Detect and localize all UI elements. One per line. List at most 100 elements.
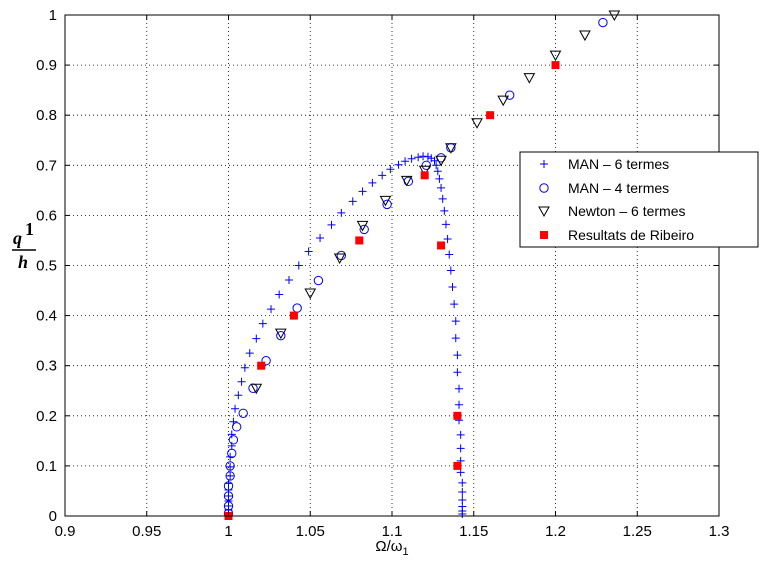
data-point-plus bbox=[252, 334, 261, 343]
data-point-square bbox=[453, 411, 462, 420]
legend-marker-triangle-down bbox=[538, 206, 550, 218]
legend-label-man-4: MAN – 4 termes bbox=[568, 180, 669, 196]
data-point-circle bbox=[223, 491, 234, 501]
data-point-triangle-down bbox=[400, 175, 413, 187]
data-point-plus bbox=[337, 208, 346, 217]
data-point-plus bbox=[445, 250, 454, 259]
data-point-plus bbox=[455, 400, 464, 409]
x-tick-label: 1.1 bbox=[382, 523, 403, 540]
data-point-plus bbox=[386, 165, 395, 174]
data-point-square bbox=[355, 236, 364, 245]
data-point-plus bbox=[394, 160, 403, 169]
data-point-plus bbox=[304, 247, 313, 256]
data-point-plus bbox=[456, 430, 465, 439]
data-point-plus bbox=[432, 161, 441, 170]
data-point-circle bbox=[382, 199, 392, 210]
data-point-square bbox=[453, 461, 462, 470]
x-tick-label: 1.3 bbox=[709, 523, 730, 540]
legend-marker-circle bbox=[539, 183, 549, 193]
y-tick-label: 0.9 bbox=[36, 57, 57, 74]
y-axis-label-superscript: 1 bbox=[25, 219, 34, 239]
data-point-plus bbox=[450, 300, 459, 309]
data-point-plus bbox=[378, 171, 387, 180]
data-point-circle bbox=[313, 275, 324, 286]
legend-box bbox=[519, 151, 759, 248]
data-point-plus bbox=[227, 441, 236, 450]
y-tick-label: 0.3 bbox=[36, 358, 57, 375]
series-triangle-down bbox=[250, 10, 621, 395]
legend-item-man-4: MAN – 4 termes bbox=[539, 180, 669, 196]
legend-label-man-6: MAN – 6 termes bbox=[568, 156, 669, 172]
data-point-square bbox=[486, 111, 495, 120]
data-point-plus bbox=[451, 334, 460, 343]
x-tick-label: 1.15 bbox=[459, 523, 488, 540]
data-point-triangle-down bbox=[523, 73, 536, 84]
data-point-circle bbox=[225, 461, 235, 471]
data-point-plus bbox=[455, 384, 464, 393]
data-point-plus bbox=[437, 183, 446, 192]
data-point-plus bbox=[294, 261, 303, 270]
data-point-plus bbox=[245, 349, 254, 358]
y-axis-label-denominator: h bbox=[18, 252, 28, 272]
data-point-square bbox=[289, 311, 298, 320]
data-point-plus bbox=[435, 174, 444, 183]
data-point-square bbox=[420, 171, 429, 180]
data-point-triangle-down bbox=[471, 118, 483, 129]
data-point-plus bbox=[316, 233, 325, 242]
data-marks bbox=[223, 10, 621, 520]
series-circle bbox=[223, 17, 608, 519]
data-point-triangle-down bbox=[379, 195, 392, 207]
legend-item-newton-6: Newton – 6 termes bbox=[538, 203, 686, 219]
data-point-plus bbox=[458, 487, 467, 496]
data-point-circle bbox=[227, 448, 237, 459]
data-point-plus bbox=[240, 363, 249, 372]
y-tick-label: 0.8 bbox=[36, 107, 57, 124]
data-point-triangle-down bbox=[250, 383, 263, 395]
x-tick-label: 1.05 bbox=[296, 523, 325, 540]
data-point-circle bbox=[223, 501, 234, 511]
data-point-circle bbox=[598, 17, 608, 28]
data-point-triangle-down bbox=[274, 328, 287, 340]
data-point-plus bbox=[414, 153, 423, 162]
data-point-plus bbox=[224, 479, 233, 488]
data-point-plus bbox=[401, 157, 410, 166]
legend-item-ribeiro: Resultats de Ribeiro bbox=[540, 227, 694, 243]
data-point-plus bbox=[275, 290, 284, 299]
data-point-circle bbox=[276, 330, 286, 341]
data-point-plus bbox=[258, 319, 267, 328]
legend-item-man-6: MAN – 6 termes bbox=[540, 156, 669, 172]
y-tick-label: 1 bbox=[49, 7, 57, 24]
data-point-plus bbox=[284, 276, 293, 285]
series-plus bbox=[224, 152, 467, 518]
legend-marker-plus bbox=[540, 160, 548, 168]
y-axis-label: q 1 h bbox=[12, 219, 36, 272]
data-point-plus bbox=[226, 462, 235, 471]
data-point-plus bbox=[227, 430, 236, 439]
plot-area bbox=[65, 15, 719, 516]
x-tick-label: 0.95 bbox=[132, 523, 161, 540]
data-point-circle bbox=[421, 160, 432, 171]
x-axis-label: Ω/ω1 bbox=[375, 538, 408, 558]
data-point-plus bbox=[456, 444, 465, 453]
data-point-circle bbox=[238, 408, 248, 418]
data-point-plus bbox=[451, 317, 460, 326]
tick-labels: 0.9 0.95 1 1.05 1.1 1.15 1.2 1.25 1.3 0 0.1 0.2 0.3 0… bbox=[36, 7, 729, 540]
data-point-circle bbox=[228, 435, 239, 445]
data-point-circle bbox=[223, 481, 234, 491]
data-point-plus bbox=[453, 368, 462, 377]
legend-label-newton-6: Newton – 6 termes bbox=[568, 203, 686, 219]
data-point-square bbox=[257, 361, 266, 370]
data-point-plus bbox=[327, 220, 336, 229]
data-point-plus bbox=[237, 377, 246, 386]
y-tick-label: 0.7 bbox=[36, 157, 57, 174]
y-axis-label-numerator: q bbox=[13, 228, 22, 248]
data-point-plus bbox=[458, 509, 467, 518]
data-point-plus bbox=[440, 206, 449, 215]
y-tick-label: 0.1 bbox=[36, 458, 57, 475]
data-point-triangle-down bbox=[497, 95, 510, 107]
data-point-circle bbox=[359, 224, 369, 235]
y-tick-label: 0.5 bbox=[36, 258, 57, 275]
data-point-triangle-down bbox=[304, 288, 317, 300]
data-point-plus bbox=[348, 197, 357, 206]
